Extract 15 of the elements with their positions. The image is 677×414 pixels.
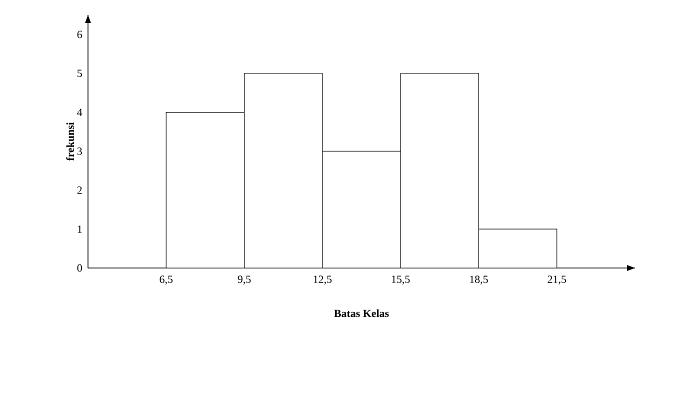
x-tick-label: 6,5: [160, 276, 173, 285]
x-tick-label: 21,5: [548, 276, 566, 285]
y-tick-label: 1: [78, 225, 82, 233]
y-tick-label: 4: [77, 108, 82, 116]
y-axis-title: frekunsi: [66, 122, 74, 161]
x-tick-label: 15,5: [392, 276, 410, 285]
y-tick-label: 3: [77, 148, 82, 155]
y-tick-label: 6: [77, 30, 82, 38]
y-tick-label: 5: [78, 70, 82, 78]
y-tick-label: 0: [77, 264, 82, 272]
x-tick-label: 18,5: [470, 276, 488, 285]
x-tick-label: 9,5: [238, 276, 251, 285]
y-tick-label: 2: [77, 186, 82, 194]
x-axis-title: Batas Kelas: [334, 309, 389, 318]
x-tick-label: 12,5: [314, 276, 332, 285]
